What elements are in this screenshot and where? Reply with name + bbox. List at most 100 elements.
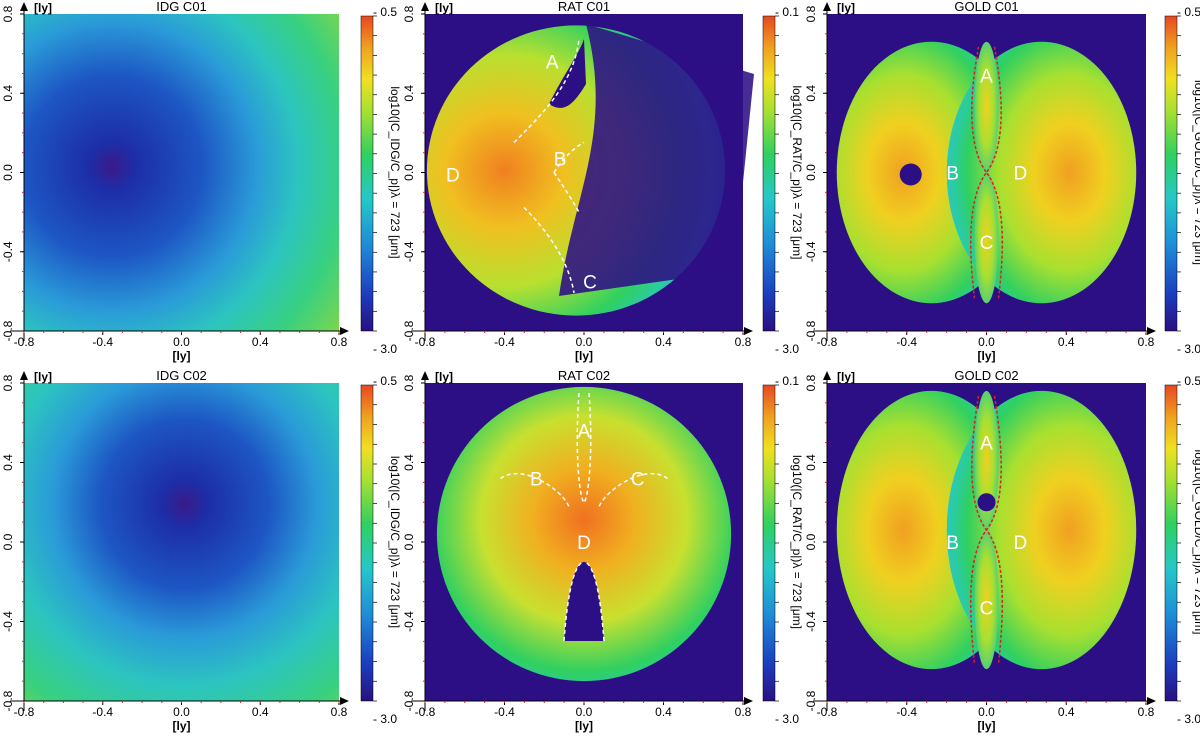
- x-tick-label: -0.8: [14, 705, 35, 719]
- region-label: A: [546, 53, 559, 74]
- y-tick-label: 0.8: [804, 5, 818, 22]
- region-label: D: [577, 533, 591, 554]
- y-tick-label: -0.4: [1, 611, 15, 632]
- panel-title: GOLD C02: [954, 368, 1018, 383]
- x-tick-label: -0.8: [415, 335, 436, 349]
- colorbar-max-label: - 0.5: [1177, 5, 1200, 19]
- guide-curve: [513, 38, 580, 144]
- y-tick-label: 0.8: [402, 374, 416, 391]
- colorbar-min-label: - 3.0: [1177, 342, 1200, 356]
- x-tick-label: 0.0: [978, 335, 995, 349]
- heatmap-field: [24, 383, 339, 701]
- x-axis-arrow-icon: [340, 327, 349, 335]
- x-tick-label: 0.4: [655, 335, 672, 349]
- x-axis-label: [ly]: [978, 349, 996, 363]
- x-axis-label: [ly]: [173, 349, 191, 363]
- x-tick-label: -0.8: [817, 335, 838, 349]
- x-tick-label: 0.8: [1138, 335, 1155, 349]
- y-axis-arrow-icon: [20, 371, 28, 380]
- colorbar: [1164, 384, 1178, 702]
- colorbar-max-label: - 0.5: [373, 5, 397, 19]
- y-tick-label: 0.8: [1, 5, 15, 22]
- heatmap-lobe-top: [974, 390, 999, 530]
- region-label: A: [578, 422, 591, 443]
- panel-gold-c01: A B C D -0.8 -0.4 0.0 0.4 0.8 -0.8 -0.4 0.0 0.4 0.8 [l…: [804, 0, 1200, 363]
- x-axis-label: [ly]: [978, 719, 996, 733]
- y-tick-label: 0.0: [1, 164, 15, 181]
- x-tick-label: 0.0: [576, 335, 593, 349]
- y-tick-label: -0.8: [804, 320, 818, 341]
- y-tick-label: 0.4: [402, 85, 416, 102]
- y-tick-label: 0.4: [402, 454, 416, 471]
- y-axis-label: [ly]: [34, 1, 52, 15]
- x-tick-label: -0.4: [494, 335, 515, 349]
- heatmap-void: [564, 562, 604, 641]
- colorbar: [360, 15, 374, 332]
- colorbar-label: log10(|C_IDG/C_p|)λ = 723 [μm]: [388, 86, 402, 258]
- x-tick-label: 0.8: [331, 705, 348, 719]
- guide-curve: [553, 172, 580, 213]
- x-axis-arrow-icon: [340, 697, 349, 705]
- y-tick-label: -0.4: [804, 241, 818, 262]
- y-axis-label: [ly]: [435, 370, 453, 384]
- y-tick-label: 0.0: [804, 164, 818, 181]
- y-tick-label: 0.8: [804, 374, 818, 391]
- y-axis-label: [ly]: [837, 370, 855, 384]
- region-label: A: [980, 66, 993, 87]
- colorbar-max-label: - 0.1: [775, 374, 799, 388]
- colorbar-min-label: - 3.0: [775, 342, 799, 356]
- y-tick-label: 0.8: [1, 374, 15, 391]
- guide-curve: [500, 472, 570, 508]
- panel-gold-c02: A B C D -0.8 -0.4 0.0 0.4 0.8 -0.8 -0.4 0.0 0.4 0.8 [l…: [804, 368, 1200, 733]
- guide-curve: [576, 392, 585, 503]
- y-tick-label: -0.4: [402, 241, 416, 262]
- x-tick-label: 0.4: [655, 705, 672, 719]
- colorbar-max-label: - 0.5: [373, 374, 397, 388]
- x-axis-label: [ly]: [575, 719, 593, 733]
- y-tick-label: -0.8: [402, 320, 416, 341]
- x-axis-label: [ly]: [575, 349, 593, 363]
- guide-curve: [583, 561, 605, 642]
- heatmap-void: [559, 24, 754, 296]
- region-label: B: [946, 533, 959, 554]
- x-tick-label: 0.4: [1058, 705, 1075, 719]
- x-tick-label: -0.4: [92, 335, 113, 349]
- guide-curve: [598, 472, 668, 508]
- y-axis-label: [ly]: [435, 1, 453, 15]
- colorbar-label: log10(|C_RAT/C_p|)λ = 723 [μm]: [790, 455, 804, 629]
- colorbar-min-label: - 3.0: [373, 342, 397, 356]
- region-label: D: [1014, 164, 1028, 185]
- y-tick-label: 0.0: [402, 164, 416, 181]
- guide-curve: [553, 141, 585, 173]
- colorbar-max-label: - 0.1: [775, 5, 799, 19]
- y-tick-label: -0.8: [402, 690, 416, 711]
- x-tick-label: 0.4: [252, 335, 269, 349]
- panel-title: RAT C01: [558, 0, 610, 14]
- x-tick-label: 0.0: [173, 335, 190, 349]
- y-tick-label: -0.8: [804, 690, 818, 711]
- x-tick-label: -0.8: [14, 335, 35, 349]
- region-label: B: [530, 469, 543, 490]
- x-tick-label: -0.4: [92, 705, 113, 719]
- y-tick-label: -0.8: [1, 320, 15, 341]
- region-label: D: [1014, 533, 1028, 554]
- panel-title: GOLD C01: [954, 0, 1018, 14]
- heatmap-lobe-top: [974, 41, 999, 173]
- x-tick-label: 0.8: [1138, 705, 1155, 719]
- x-tick-label: -0.4: [896, 705, 917, 719]
- x-tick-label: -0.4: [896, 335, 917, 349]
- x-tick-label: 0.8: [735, 705, 752, 719]
- y-axis-arrow-icon: [823, 2, 831, 11]
- region-label: C: [980, 599, 994, 620]
- x-axis-arrow-icon: [744, 327, 753, 335]
- region-label: C: [631, 469, 645, 490]
- dark-spot: [899, 163, 922, 186]
- y-tick-label: 0.0: [402, 533, 416, 550]
- guide-curve: [523, 206, 575, 294]
- y-tick-label: 0.4: [804, 454, 818, 471]
- y-tick-label: 0.0: [804, 533, 818, 550]
- heatmap-lobe-bottom: [974, 530, 999, 670]
- x-tick-label: 0.4: [1058, 335, 1075, 349]
- boundary-curve: [969, 395, 1002, 665]
